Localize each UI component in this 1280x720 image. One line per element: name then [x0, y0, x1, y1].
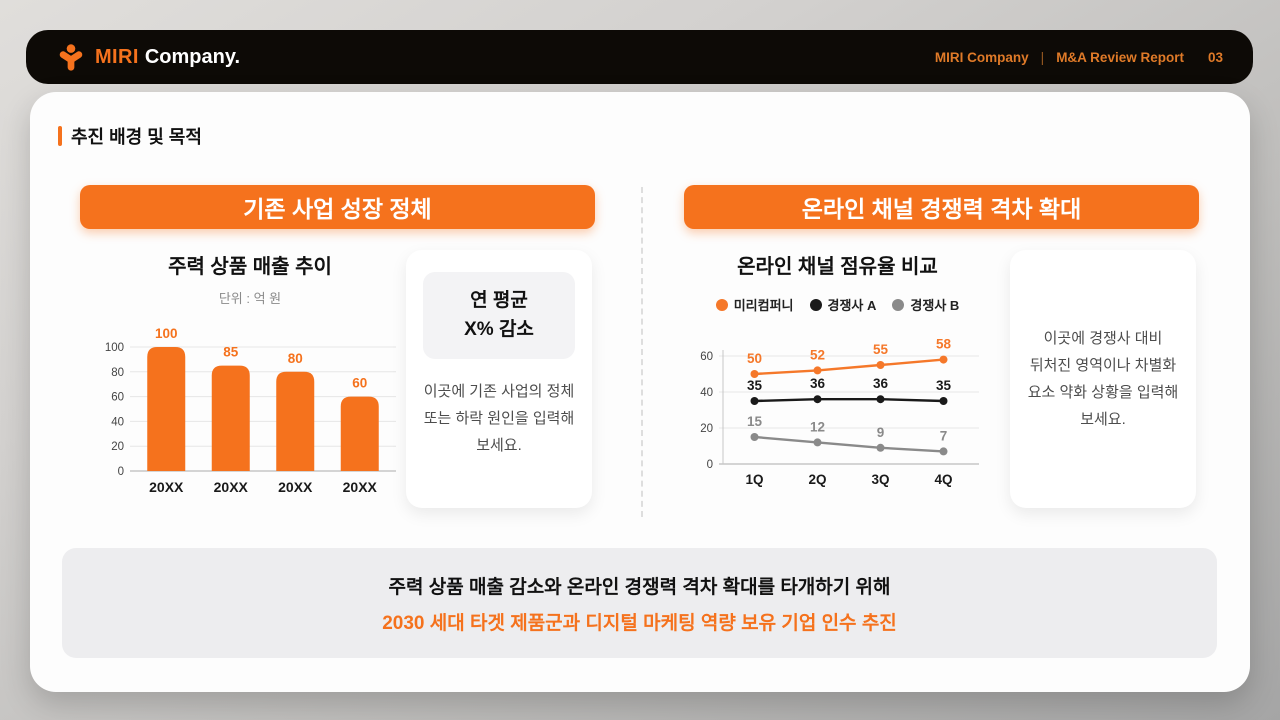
svg-text:0: 0	[118, 466, 124, 478]
legend-label-competitor-b: 경쟁사 B	[910, 298, 960, 313]
header-meta: MIRI Company | M&A Review Report 03	[935, 50, 1223, 65]
legend-label-competitor-a: 경쟁사 A	[827, 298, 877, 313]
svg-text:52: 52	[809, 347, 824, 362]
header-bar: MIRI Company. MIRI Company | M&A Review …	[26, 30, 1253, 84]
brand-name-secondary: Company.	[144, 45, 241, 68]
svg-text:36: 36	[809, 376, 825, 391]
svg-text:9: 9	[876, 425, 884, 440]
svg-text:20XX: 20XX	[214, 479, 249, 495]
brand-name-primary: MIRI	[95, 45, 139, 68]
meta-divider: |	[1040, 49, 1045, 65]
svg-text:60: 60	[352, 376, 367, 391]
share-line-chart: 0 20 40 60 1Q 2Q 3Q 4Q 50 52 55 58 35 36 36 35 15 12 9 7	[700, 337, 979, 487]
svg-text:60: 60	[700, 351, 713, 363]
share-chart-title: 온라인 채널 점유율 비교	[737, 256, 938, 278]
svg-text:4Q: 4Q	[934, 472, 952, 487]
svg-text:85: 85	[223, 345, 239, 360]
legend-item-miri: 미리컴퍼니	[715, 295, 794, 314]
svg-text:20XX: 20XX	[278, 479, 313, 495]
section-title-text: 추진 배경 및 목적	[71, 127, 202, 147]
sales-chart-block: 주력 상품 매출 추이 단위 : 억 원 0 20 40 60 80 100 100 20XX…	[85, 250, 415, 506]
legend-dot-competitor-b	[892, 298, 905, 311]
share-chart-block: 온라인 채널 점유율 비교 미리컴퍼니 경쟁사 A 경쟁사 B 0 20 40 60 1…	[685, 250, 990, 494]
decline-stat-line1: 연 평균	[470, 290, 528, 311]
section-title: 추진 배경 및 목적	[58, 123, 202, 149]
column-divider	[641, 187, 643, 517]
gap-note-card: 이곳에 경쟁사 대비 뒤처진 영역이나 차별화 요소 약화 상황을 입력해 보세…	[1010, 250, 1196, 508]
sales-chart-title: 주력 상품 매출 추이	[168, 256, 332, 278]
meta-report-title: M&A Review Report	[1056, 49, 1184, 65]
gap-note-text: 이곳에 경쟁사 대비 뒤처진 영역이나 차별화 요소 약화 상황을 입력해 보세…	[1027, 330, 1179, 428]
svg-text:20XX: 20XX	[343, 479, 378, 495]
svg-text:80: 80	[111, 367, 124, 379]
svg-text:35: 35	[935, 378, 951, 393]
slide-card: 추진 배경 및 목적 기존 사업 성장 정체 온라인 채널 경쟁력 격차 확대 …	[30, 92, 1250, 692]
decline-note-text: 이곳에 기존 사업의 정체 또는 하락 원인을 입력해 보세요.	[423, 383, 575, 454]
svg-text:12: 12	[809, 419, 824, 434]
svg-text:80: 80	[288, 351, 303, 366]
svg-text:55: 55	[872, 342, 888, 357]
section-title-accent-bar	[58, 126, 62, 146]
legend-item-competitor-a: 경쟁사 A	[809, 295, 877, 314]
svg-text:3Q: 3Q	[871, 472, 889, 487]
svg-text:40: 40	[111, 416, 124, 428]
meta-company-name: MIRI Company	[934, 49, 1029, 65]
share-chart-legend: 미리컴퍼니 경쟁사 A 경쟁사 B	[685, 295, 990, 314]
svg-text:0: 0	[706, 459, 712, 471]
legend-dot-competitor-a	[809, 298, 822, 311]
sales-bar-chart: 0 20 40 60 80 100 100 20XX 85 20XX 80 20XX 60 20XX	[105, 326, 396, 495]
brand-logo-icon	[59, 44, 83, 71]
decline-note-card: 연 평균 X% 감소 이곳에 기존 사업의 정체 또는 하락 원인을 입력해 보…	[406, 250, 592, 508]
svg-text:36: 36	[872, 376, 888, 391]
svg-text:15: 15	[746, 414, 762, 429]
svg-text:20XX: 20XX	[149, 479, 184, 495]
svg-text:100: 100	[155, 326, 178, 341]
legend-dot-miri	[715, 298, 728, 311]
svg-text:7: 7	[939, 428, 947, 443]
decline-stat-line2: X% 감소	[464, 318, 534, 340]
summary-box: 주력 상품 매출 감소와 온라인 경쟁력 격차 확대를 타개하기 위해 2030…	[62, 548, 1217, 658]
svg-text:2Q: 2Q	[808, 472, 826, 487]
decline-stat-box: 연 평균 X% 감소	[423, 272, 575, 359]
page-number: 03	[1207, 49, 1223, 65]
legend-label-miri: 미리컴퍼니	[733, 298, 794, 313]
right-panel-header: 온라인 채널 경쟁력 격차 확대	[684, 185, 1199, 229]
svg-text:100: 100	[105, 342, 124, 354]
svg-text:20: 20	[700, 423, 713, 435]
svg-text:58: 58	[935, 337, 951, 352]
brand: MIRI Company.	[56, 43, 240, 71]
summary-line-1: 주력 상품 매출 감소와 온라인 경쟁력 격차 확대를 타개하기 위해	[388, 576, 891, 598]
svg-text:40: 40	[700, 387, 713, 399]
legend-item-competitor-b: 경쟁사 B	[892, 295, 959, 314]
summary-line-2: 2030 세대 타겟 제품군과 디지털 마케팅 역량 보유 기업 인수 추진	[382, 612, 897, 634]
svg-text:20: 20	[111, 441, 124, 453]
sales-chart-unit: 단위 : 억 원	[218, 291, 282, 306]
svg-text:1Q: 1Q	[745, 472, 763, 487]
left-panel-header: 기존 사업 성장 정체	[80, 185, 595, 229]
svg-text:50: 50	[746, 351, 761, 366]
svg-text:35: 35	[746, 378, 762, 393]
svg-text:60: 60	[111, 392, 124, 404]
